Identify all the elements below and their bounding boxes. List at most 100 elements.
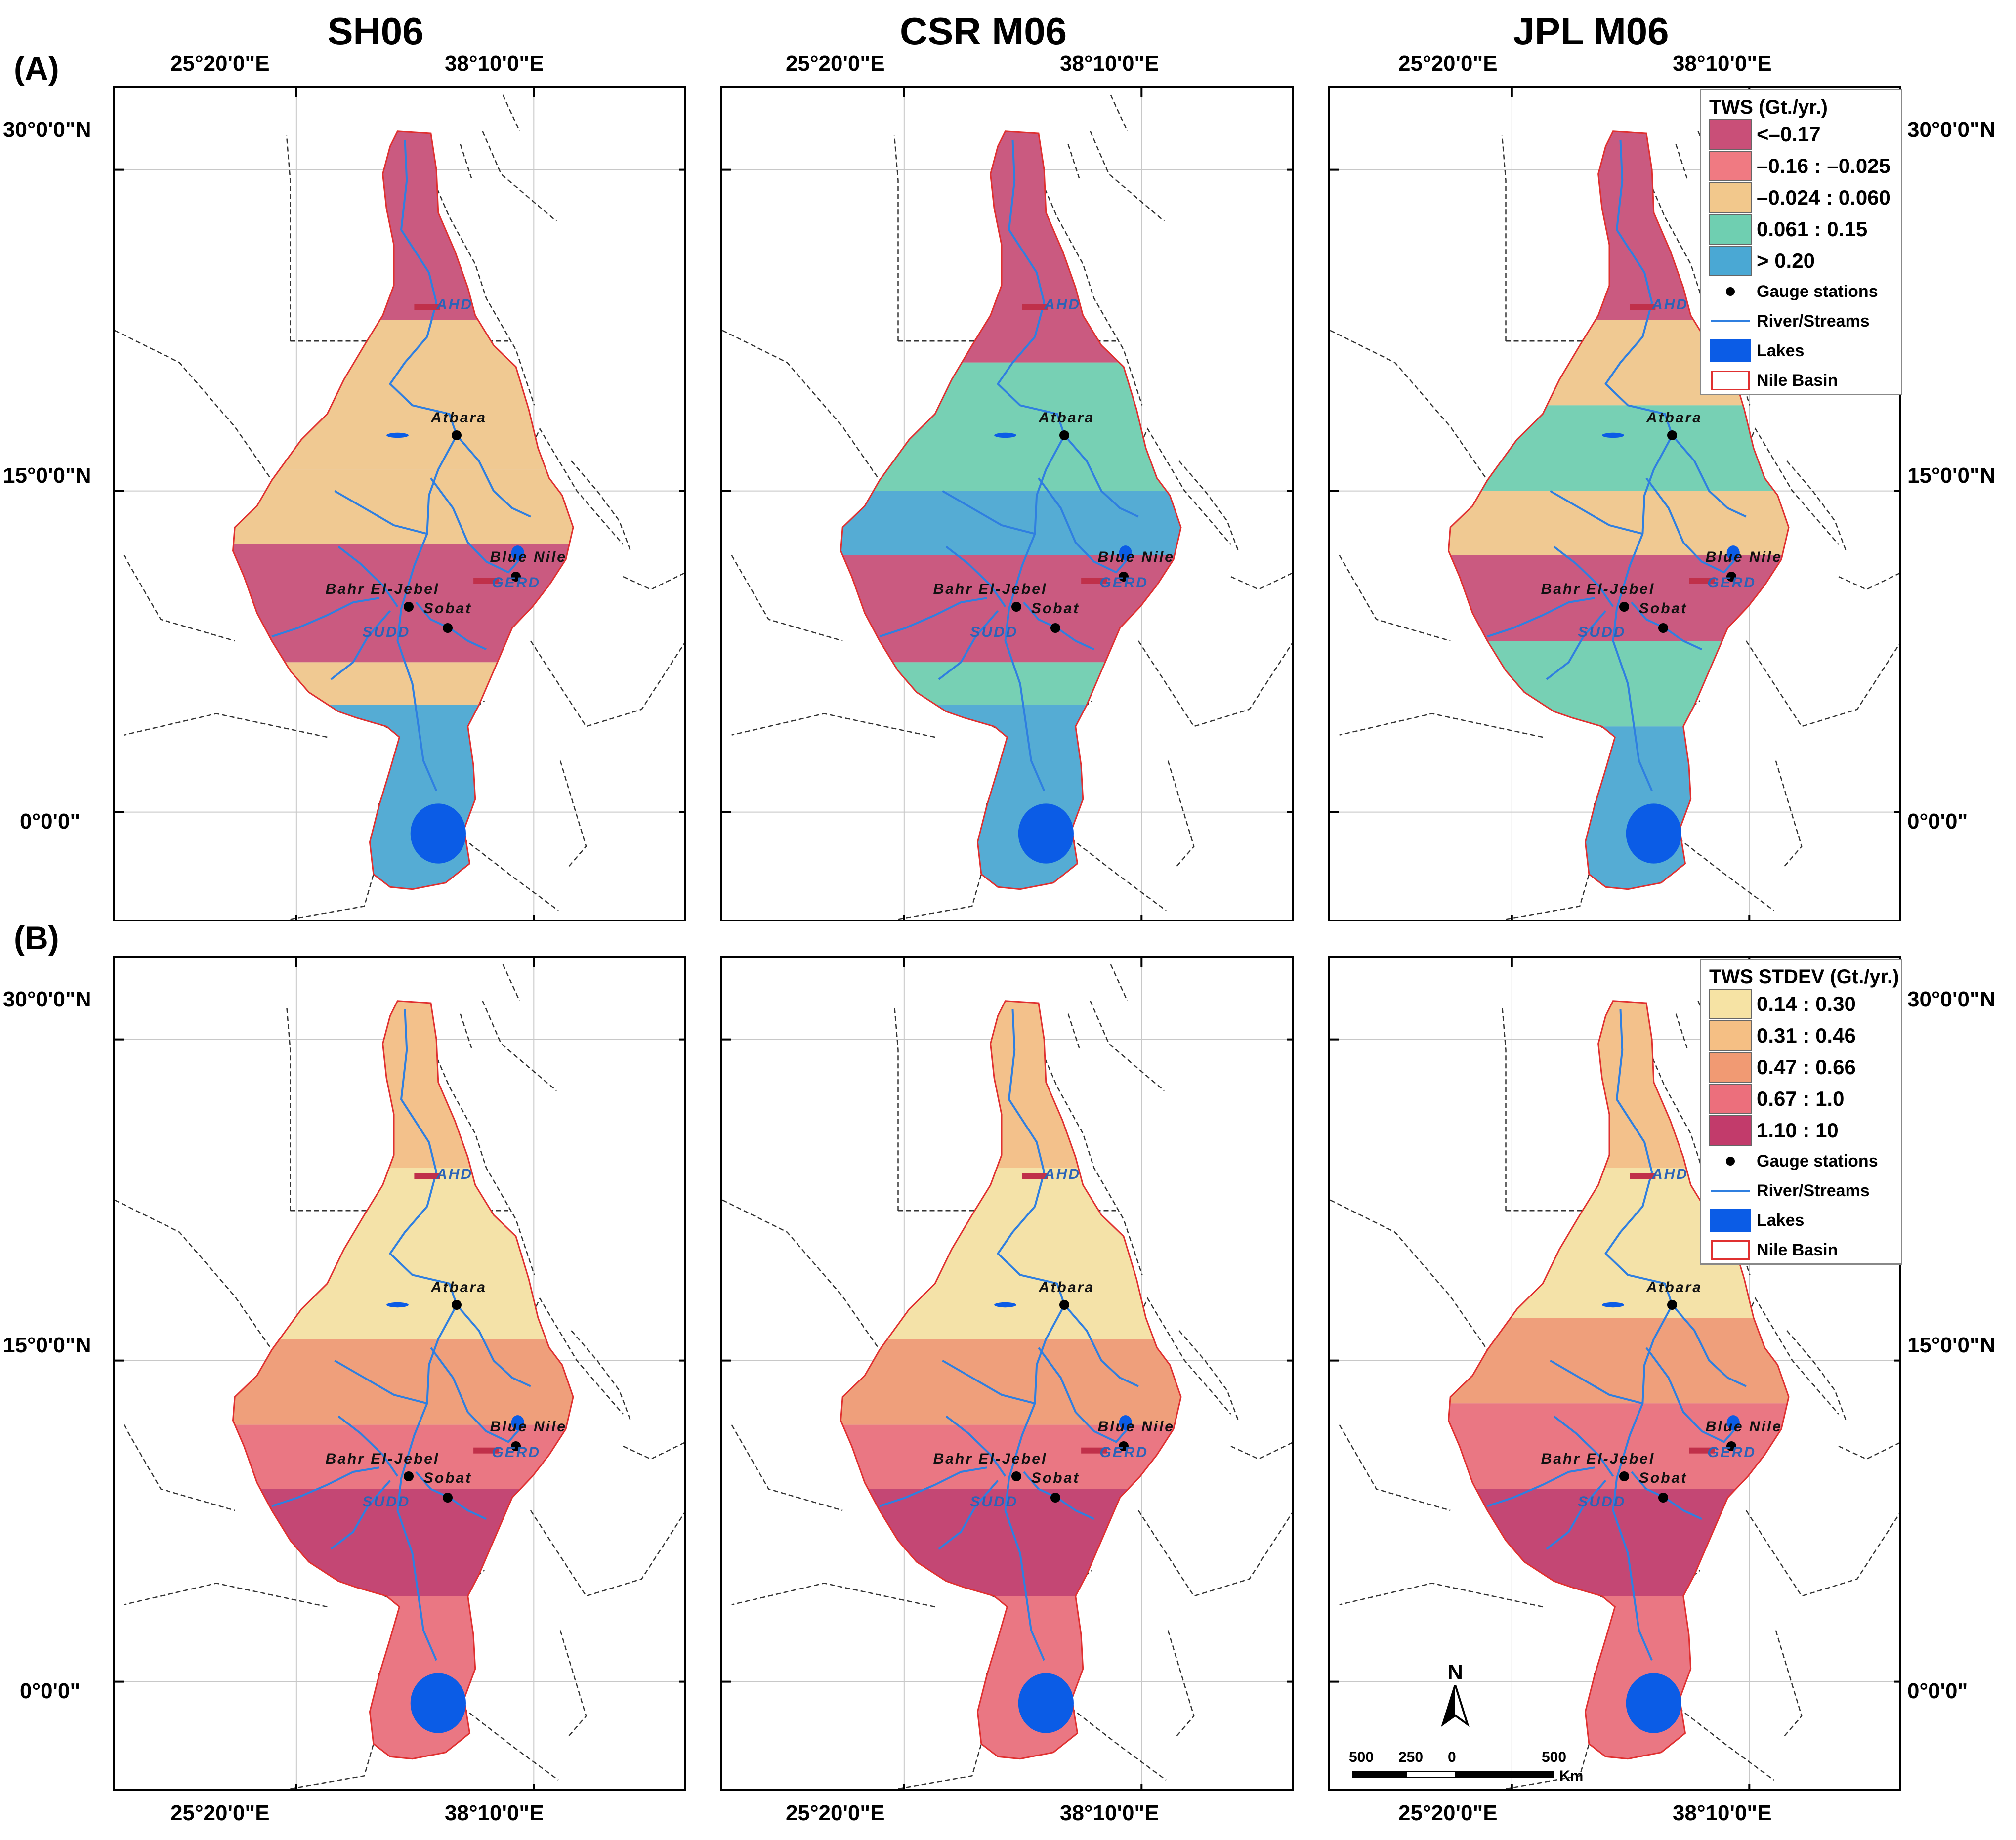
river-line-icon [1709,320,1752,322]
country-border-16 [559,1630,587,1738]
country-border-18 [1838,1442,1899,1460]
legend-stdev-label-1: 0.14 : 0.30 [1757,992,1856,1015]
gauge-station-atbara [452,1300,462,1310]
gerd-dam-marker [1081,578,1107,584]
river-5 [879,597,987,638]
country-border-10 [290,874,375,920]
river-3 [456,1304,531,1387]
lon-label-bottom-6: 38°10'0"E [1673,1801,1772,1825]
country-border-3 [1330,1199,1488,1490]
place-label-bahr: Bahr El-Jebel [1541,1451,1655,1467]
river-3 [456,434,531,518]
place-label-blue-nile: Blue Nile [490,1419,567,1435]
gauge-station-blue_nile [1119,572,1129,582]
country-border-3 [722,1199,881,1490]
class-band-4 [1448,1403,1789,1489]
country-border-17 [502,94,520,132]
place-label-gerd: GERD [1099,1444,1149,1461]
legend-tws-gauge-label: Gauge stations [1757,282,1878,301]
country-border-3 [1330,330,1488,620]
country-border-15 [571,460,631,551]
lat-label-left-a-0: 0°0'0" [20,809,81,834]
gauge-station-blue_nile [1726,1441,1736,1451]
gerd-dam-marker [1081,1447,1107,1454]
river-3 [1671,434,1747,518]
ahd-dam-marker [1022,1173,1048,1179]
class-band-1 [233,131,573,320]
lat-label-right-b-30: 30°0'0"N [1907,987,1996,1011]
legend-stdev-lakes: Lakes [1709,1206,1893,1235]
country-border-2 [893,135,899,341]
place-label-sudd: SUDD [1578,1493,1626,1510]
legend-tws: TWS (Gt./yr.) <–0.17 –0.16 : –0.025 –0.0… [1700,89,1902,395]
north-arrow: N [1438,1660,1472,1732]
lake-victoria [1626,1673,1681,1733]
ahd-dam-marker [1630,1173,1656,1179]
place-label-sobat: Sobat [423,600,472,617]
place-label-sudd: SUDD [970,1493,1018,1510]
place-label-blue-nile: Blue Nile [1097,549,1175,565]
nile-basin-outline [232,130,574,890]
country-border-13 [1067,144,1080,179]
country-border-17 [1110,964,1128,1002]
country-border-15 [1178,460,1239,551]
country-border-2 [893,1005,899,1211]
legend-stdev-river-label: River/Streams [1757,1181,1870,1200]
country-border-8 [1745,640,1899,727]
lake-nubia [994,1302,1016,1308]
class-band-6 [233,705,573,889]
legend-stdev-label-5: 1.10 : 10 [1757,1119,1839,1142]
place-label-ahd: AHD [1044,296,1081,313]
gauge-station-bahr [403,1471,414,1481]
legend-stdev-river: River/Streams [1709,1176,1893,1206]
river-5 [1487,597,1595,638]
legend-tws-class-5: > 0.20 [1709,245,1893,277]
legend-stdev-class-2: 0.31 : 0.46 [1709,1020,1893,1051]
scale-label-3: 0 [1448,1749,1456,1765]
country-border-14 [1090,131,1165,222]
legend-tws-swatch-2 [1709,151,1752,181]
scale-label-1: 500 [1349,1749,1374,1765]
scale-bar: 500 250 0 500 Km [1349,1749,1596,1789]
legend-stdev-basin-label: Nile Basin [1757,1240,1838,1259]
lon-label-bottom-5: 25°20'0"E [1398,1801,1498,1825]
class-bands [233,1001,573,1759]
country-border-9 [1339,713,1543,738]
river-7 [945,545,1007,607]
legend-tws-class-4: 0.061 : 0.15 [1709,213,1893,245]
gauge-station-bahr [1011,601,1021,612]
gauge-station-bahr [1011,1471,1021,1481]
lat-label-left-b-0: 0°0'0" [20,1679,81,1703]
class-bands [840,131,1181,889]
country-border-18 [623,1442,684,1460]
legend-stdev-gauge-label: Gauge stations [1757,1151,1878,1171]
ahd-dam-marker [1022,304,1048,310]
legend-tws-title: TWS (Gt./yr.) [1709,96,1828,118]
country-border-13 [1067,1013,1080,1048]
river-7 [945,1415,1007,1477]
legend-tws-basin: Nile Basin [1709,366,1893,395]
country-border-10 [898,1743,982,1789]
place-label-sobat: Sobat [1638,600,1688,617]
legend-tws-basin-label: Nile Basin [1757,371,1838,390]
legend-tws-swatch-1 [1709,119,1752,150]
river-8 [942,1359,1035,1405]
place-label-ahd: AHD [436,296,473,313]
legend-stdev-swatch-4 [1709,1084,1752,1114]
lake-tana [511,1415,524,1430]
gauge-station-sobat [1050,1493,1060,1503]
row-label-a: (A) [14,50,59,86]
place-label-atbara: Atbara [1646,1279,1702,1296]
lon-label-top-5: 25°20'0"E [1398,51,1498,76]
legend-tws-swatch-4 [1709,214,1752,245]
basin-outline-icon [1709,1240,1752,1260]
map-panel-a-sh06: AHD Atbara Blue Nile GERD Bahr El-Jebel Sobat… [113,86,686,921]
country-border-10 [1506,1743,1590,1789]
map-panel-b-sh06: AHD Atbara Blue Nile GERD Bahr El-Jebel Sobat… [113,956,686,1791]
country-border-14 [482,1001,557,1091]
country-border-3 [115,1199,273,1490]
gerd-dam-marker [1689,1447,1715,1454]
country-border-2 [1501,135,1507,341]
gauge-station-atbara [1059,1300,1070,1310]
map-canvas-b-sh06 [115,958,684,1789]
